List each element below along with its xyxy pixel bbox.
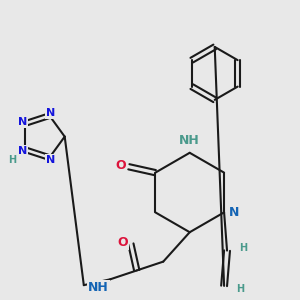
Text: O: O: [117, 236, 128, 249]
Text: N: N: [18, 146, 27, 156]
Text: N: N: [18, 117, 27, 127]
Text: H: H: [236, 284, 244, 294]
Text: N: N: [46, 108, 55, 118]
Text: H: H: [239, 243, 247, 253]
Text: N: N: [229, 206, 239, 219]
Text: N: N: [46, 155, 55, 165]
Text: NH: NH: [179, 134, 200, 147]
Text: H: H: [8, 155, 16, 166]
Text: NH: NH: [88, 281, 109, 294]
Text: O: O: [115, 159, 126, 172]
